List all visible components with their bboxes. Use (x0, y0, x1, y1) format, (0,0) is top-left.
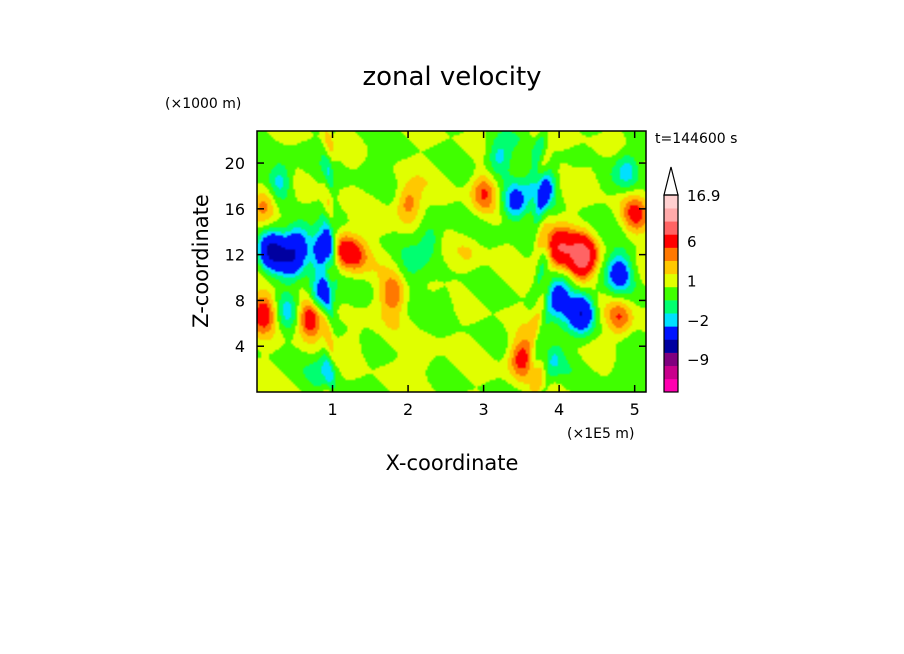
chart-title: zonal velocity (362, 62, 541, 92)
plot-area (256, 130, 647, 393)
y-axis-label: Z-coordinate (189, 194, 213, 328)
y-unit-label: (×1000 m) (165, 96, 241, 112)
x-tick-label: 4 (554, 400, 564, 419)
colorbar-label: −2 (687, 312, 709, 330)
colorbar-extend-arrow (663, 166, 679, 196)
colorbar-swatch (664, 365, 678, 380)
contour-field (257, 131, 646, 392)
colorbar-swatch (664, 339, 678, 353)
y-tick-label: 12 (225, 246, 245, 265)
colorbar-swatch (664, 195, 678, 209)
y-tick-label: 20 (225, 154, 245, 173)
colorbar-label: 1 (687, 272, 697, 290)
y-ticks: 4 8 12 16 20 (225, 154, 646, 356)
x-tick-label: 1 (327, 400, 337, 419)
x-tick-label: 3 (479, 400, 489, 419)
colorbar-swatch (664, 221, 678, 235)
colorbar-swatch (664, 300, 678, 314)
colorbar-swatch (664, 273, 678, 288)
x-tick-label: 5 (630, 400, 640, 419)
x-tick-label: 2 (403, 400, 413, 419)
colorbar-label: 6 (687, 233, 697, 251)
colorbar-swatch (664, 378, 678, 393)
colorbar-swatch (664, 352, 678, 367)
colorbar-swatch (664, 208, 678, 222)
colorbar-swatch (664, 326, 678, 340)
colorbar-label: 16.9 (687, 187, 720, 205)
colorbar: 16.9 6 1 −2 −9 (663, 166, 720, 393)
colorbar-swatch (664, 234, 678, 248)
colorbar-swatch (664, 286, 678, 301)
x-unit-label: (×1E5 m) (567, 426, 634, 442)
time-label: t=144600 s (655, 131, 737, 147)
colorbar-swatch (664, 247, 678, 261)
colorbar-swatch (664, 313, 678, 327)
x-ticks: 1 2 3 4 5 (327, 131, 640, 419)
plot-frame (256, 130, 647, 393)
y-tick-label: 16 (225, 200, 245, 219)
colorbar-frame (663, 194, 679, 393)
colorbar-label: −9 (687, 351, 709, 369)
y-tick-label: 8 (235, 291, 245, 310)
y-tick-label: 4 (235, 337, 245, 356)
x-axis-label: X-coordinate (386, 451, 519, 475)
colorbar-swatch (664, 260, 678, 275)
